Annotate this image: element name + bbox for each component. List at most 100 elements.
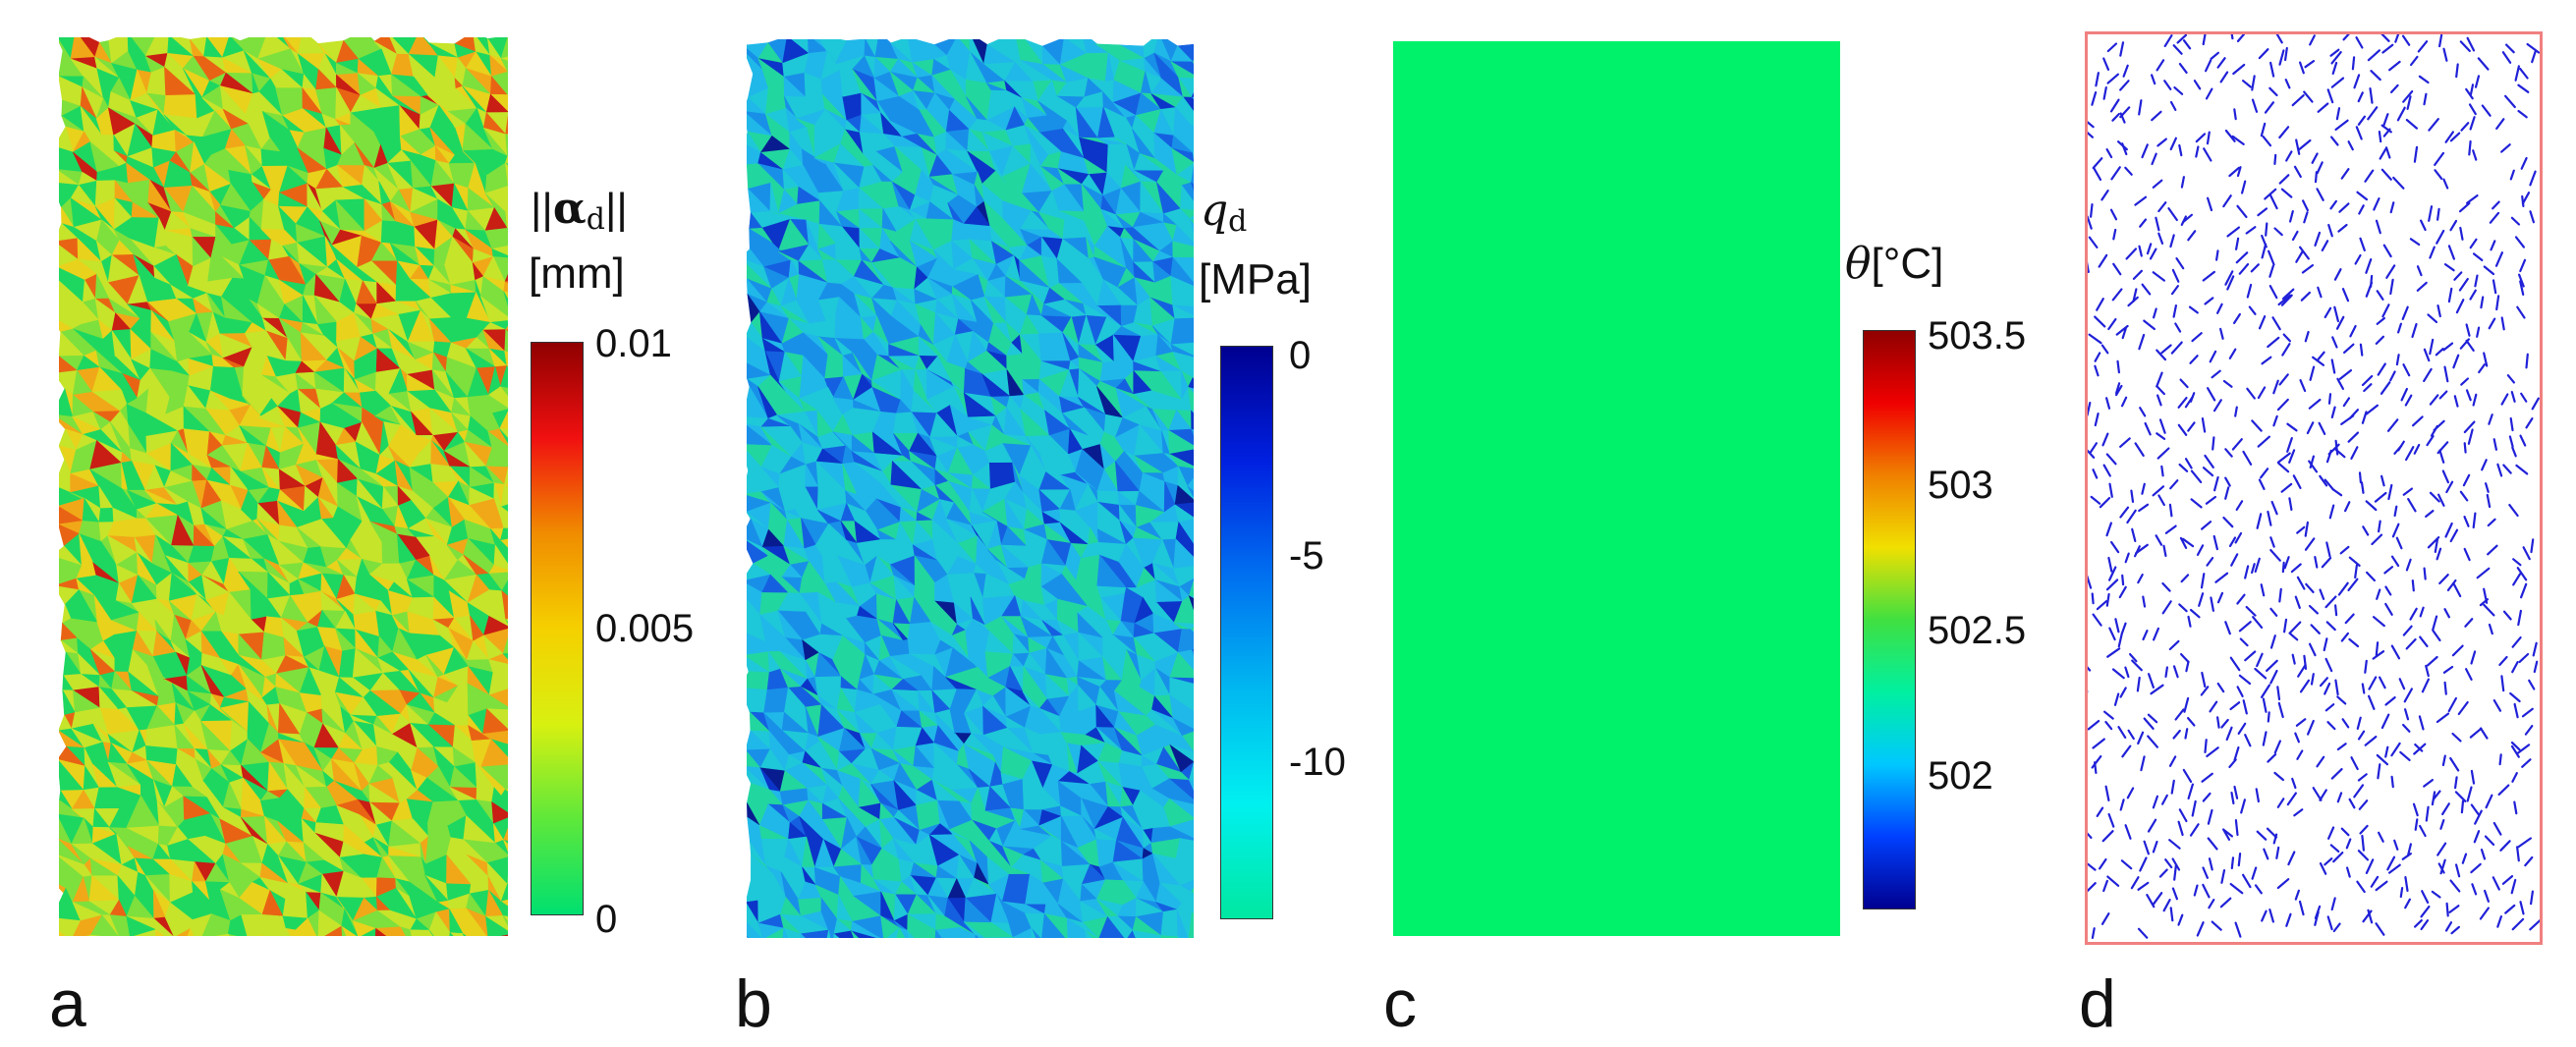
mesh-cell (500, 506, 508, 529)
mesh-cell (501, 579, 508, 593)
mesh-cell (500, 58, 508, 73)
mesh-cell (1191, 92, 1194, 98)
mesh-cell (89, 914, 119, 936)
alpha-field-map (59, 37, 508, 936)
mesh-cell (410, 929, 434, 936)
mesh-cell (503, 281, 508, 293)
mesh-cell (176, 927, 192, 936)
mesh-cell (295, 929, 304, 936)
mesh-cell (410, 929, 423, 936)
mesh-cell (428, 929, 434, 936)
mesh-cell (505, 134, 508, 157)
mesh-cell (499, 428, 508, 444)
colorbar-a-tick: 0.01 (595, 322, 672, 365)
mesh-cell (227, 933, 238, 936)
colorbar-a-title: ||αd|| (531, 184, 628, 238)
mesh-cell (400, 926, 406, 936)
mesh-cell (499, 527, 508, 541)
mesh-cell (502, 636, 508, 654)
mesh-cell (109, 914, 130, 936)
mesh-cell (500, 37, 508, 60)
mesh-cell (89, 934, 102, 936)
mesh-cell (449, 931, 454, 936)
mesh-cell (190, 928, 199, 936)
mesh-cell (506, 71, 508, 95)
mesh-cell (500, 540, 508, 563)
mesh-cell (261, 927, 287, 936)
mesh-cell (504, 350, 508, 367)
mesh-svg (59, 37, 508, 936)
mesh-cell (500, 483, 508, 508)
mesh-cell (227, 933, 231, 936)
mesh-cell (503, 291, 508, 307)
mesh-cell (462, 933, 467, 936)
mesh-cell (506, 94, 508, 109)
mesh-cell (201, 912, 229, 936)
mesh-cell (155, 929, 172, 936)
mesh-cell (503, 467, 508, 485)
mesh-cell (502, 653, 508, 660)
mesh-cell (506, 227, 508, 236)
mesh-cell (282, 927, 291, 936)
colorbar-a-tick: 0.005 (595, 607, 695, 650)
mesh-cell (1192, 59, 1194, 63)
mesh-cell (500, 796, 508, 808)
mesh-cell (241, 913, 263, 936)
mesh-cell (462, 933, 477, 936)
mesh-cell (500, 795, 508, 808)
mesh-cell (341, 925, 347, 936)
mesh-cell (399, 926, 413, 936)
mesh-cell (504, 273, 508, 283)
mesh-cell (505, 155, 508, 165)
q-field-map (747, 39, 1194, 938)
mesh-cell (507, 874, 508, 885)
mesh-cell (500, 386, 508, 407)
mesh-cell (261, 935, 263, 936)
mesh-cell (485, 915, 508, 936)
mesh-cell (462, 908, 487, 936)
mesh-cell (1191, 164, 1194, 185)
mesh-cell (500, 789, 508, 799)
mesh-cell (503, 840, 508, 853)
mesh-cell (499, 364, 508, 389)
mesh-cell (504, 781, 508, 791)
mesh-cell (505, 162, 508, 187)
mesh-cell (1193, 61, 1194, 65)
mesh-cell (505, 114, 508, 136)
mesh-cell (505, 325, 508, 330)
mesh-cell (257, 935, 263, 936)
mesh-cell (500, 504, 508, 513)
mesh-cell (504, 328, 508, 353)
mesh-cell (449, 932, 465, 936)
mesh-cell (187, 927, 195, 936)
mesh-cell (1192, 152, 1194, 161)
mesh-cell (500, 901, 508, 917)
mesh-cell (324, 925, 343, 936)
mesh-cell (503, 827, 508, 842)
mesh-cell (504, 329, 508, 333)
mesh-cell (500, 934, 508, 936)
panel-label-a: a (49, 966, 86, 1041)
mesh-cell (499, 411, 508, 430)
mesh-cell (500, 883, 508, 903)
mesh-cell (500, 56, 508, 62)
mesh-cell (428, 929, 451, 936)
mesh-cell (505, 185, 508, 213)
colorbar-a-tick: 0 (595, 898, 618, 941)
mesh-cell (285, 927, 298, 936)
mesh-cell (133, 929, 156, 936)
mesh-cell (59, 931, 66, 936)
mesh-cell (502, 915, 508, 926)
colorbar-a-unit: [mm] (529, 249, 625, 298)
mesh-cell (1190, 182, 1194, 192)
mesh-cell (1189, 215, 1194, 221)
mesh-cell (214, 933, 229, 936)
mesh-cell (90, 934, 93, 936)
mesh-cell (500, 899, 508, 908)
mesh-svg (747, 39, 1194, 938)
mesh-cell (1191, 124, 1194, 154)
mesh-cell (361, 927, 376, 936)
mesh-cell (505, 619, 508, 624)
mesh-cell (73, 919, 91, 936)
mesh-cell (295, 929, 310, 936)
